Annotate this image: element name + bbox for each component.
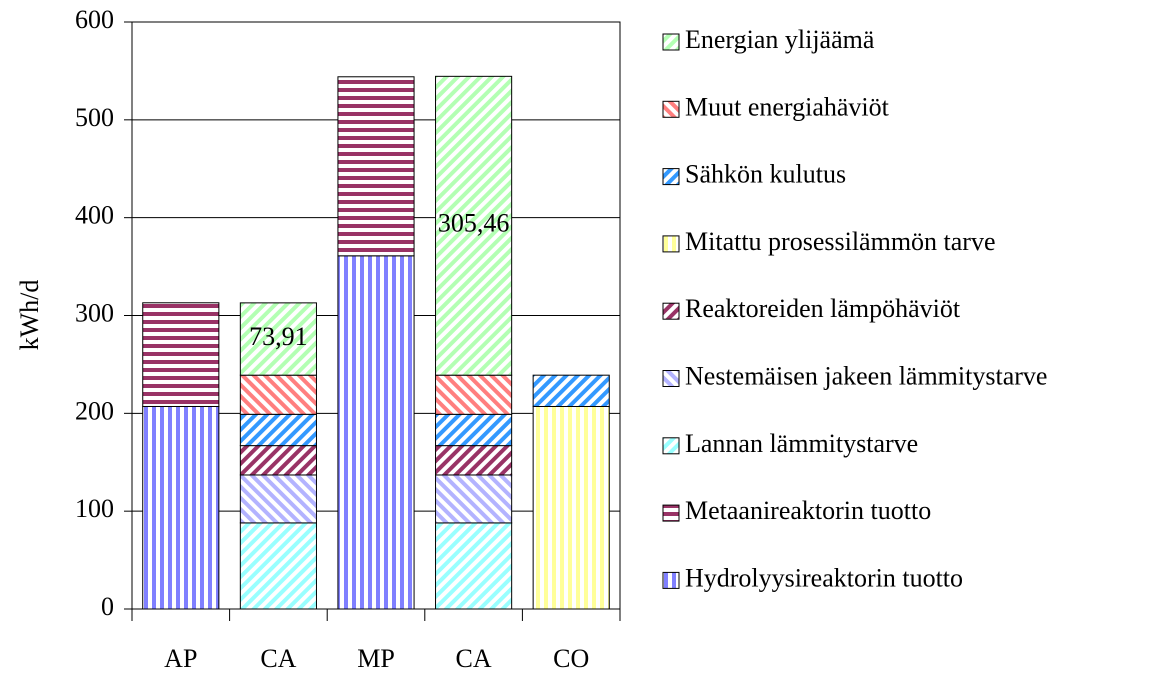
bar-segment [532, 374, 610, 407]
x-tick-label: CA [456, 644, 492, 673]
legend-label: Lannan lämmitystarve [685, 429, 918, 458]
bar-segment [239, 522, 317, 610]
x-tick-label: CO [553, 644, 589, 673]
bar-segment [435, 522, 513, 610]
bar-segment [239, 374, 317, 415]
legend-label: Hydrolyysireaktorin tuotto [685, 563, 963, 592]
bar-segment [239, 302, 317, 376]
bar-segment [239, 413, 317, 447]
bar-segment [532, 405, 610, 610]
bar-segment [435, 445, 513, 476]
bar-segment [435, 374, 513, 415]
legend-label: Muut energiahäviöt [685, 92, 890, 121]
bar-segment [239, 474, 317, 524]
legend-swatch [662, 571, 680, 589]
bar-segment [435, 413, 513, 447]
bar-segment [239, 445, 317, 476]
y-tick-label: 0 [101, 592, 114, 621]
legend-swatch [662, 302, 680, 320]
y-axis-label: kWh/d [15, 280, 44, 351]
y-tick-label: 100 [75, 494, 114, 523]
bar-segment [435, 75, 513, 376]
legend-label: Energian ylijäämä [685, 25, 875, 54]
x-tick-label: MP [357, 644, 395, 673]
bar-segment [435, 474, 513, 524]
data-label: 73,91 [249, 322, 308, 351]
legend-label: Mitattu prosessilämmön tarve [685, 227, 996, 256]
x-tick-label: CA [260, 644, 296, 673]
bar-segment [337, 255, 415, 610]
x-tick-label: AP [164, 644, 197, 673]
legend-label: Metaanireaktorin tuotto [685, 496, 931, 525]
y-tick-label: 300 [75, 298, 114, 327]
legend-swatch [662, 33, 680, 51]
legend-swatch [662, 235, 680, 253]
legend-swatch [662, 437, 680, 455]
legend-swatch [662, 168, 680, 186]
y-tick-label: 500 [75, 103, 114, 132]
bar-segment [142, 405, 220, 610]
bar-segment [337, 76, 415, 257]
data-label: 305,46 [438, 209, 510, 238]
y-tick-label: 400 [75, 201, 114, 230]
legend-label: Reaktoreiden lämpöhäviöt [685, 294, 961, 323]
legend-swatch [662, 504, 680, 522]
legend-label: Nestemäisen jakeen lämmitystarve [685, 361, 1047, 390]
legend-swatch [662, 100, 680, 118]
bar-segment [142, 302, 220, 407]
y-tick-label: 200 [75, 396, 114, 425]
y-tick-label: 600 [75, 5, 114, 34]
legend-label: Sähkön kulutus [685, 160, 846, 189]
legend-swatch [662, 370, 680, 387]
